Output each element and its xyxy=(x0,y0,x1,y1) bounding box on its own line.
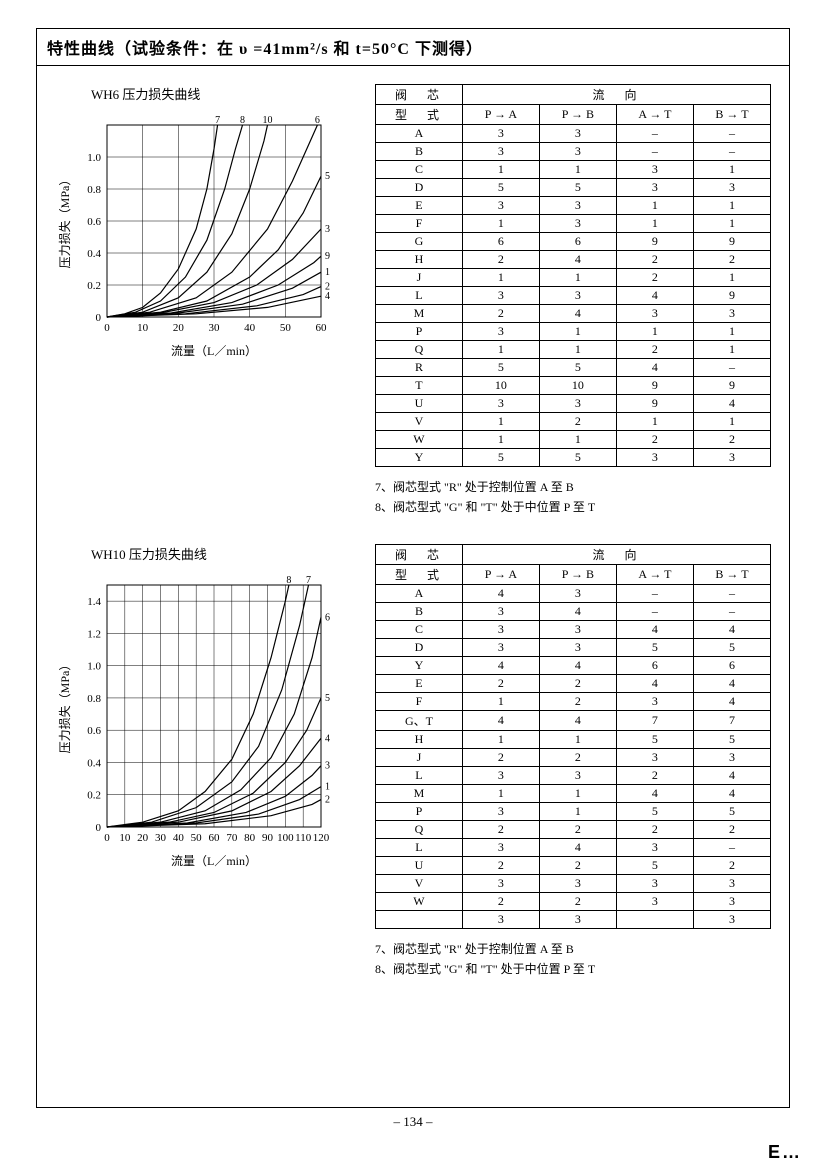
svg-text:流量（L／min）: 流量（L／min） xyxy=(171,344,257,358)
svg-text:5: 5 xyxy=(325,171,330,182)
svg-text:110: 110 xyxy=(295,832,312,844)
svg-text:0.4: 0.4 xyxy=(87,248,101,260)
svg-text:压力损失（MPa）: 压力损失（MPa） xyxy=(57,174,72,269)
svg-text:60: 60 xyxy=(209,832,221,844)
svg-text:4: 4 xyxy=(325,291,330,302)
svg-text:0: 0 xyxy=(104,322,110,334)
svg-text:60: 60 xyxy=(316,322,328,334)
notes-wh6: 7、阀芯型式 "R" 处于控制位置 A 至 B8、阀芯型式 "G" 和 "T" … xyxy=(375,477,771,518)
svg-text:0.8: 0.8 xyxy=(87,693,101,705)
svg-text:8: 8 xyxy=(240,115,245,126)
svg-text:30: 30 xyxy=(209,322,221,334)
svg-text:6: 6 xyxy=(315,115,320,126)
svg-text:40: 40 xyxy=(244,322,256,334)
svg-text:6: 6 xyxy=(325,612,330,623)
svg-text:5: 5 xyxy=(325,693,330,704)
svg-text:压力损失（MPa）: 压力损失（MPa） xyxy=(57,658,72,753)
section-title: 特性曲线（试验条件：在 υ =41mm²/s 和 t=50°C 下测得） xyxy=(37,29,789,66)
chart1-title: WH6 压力损失曲线 xyxy=(91,84,345,103)
svg-text:1: 1 xyxy=(325,267,330,278)
table-wh6: 阀 芯流 向型 式P → AP → BA → TB → TA33––B33––C… xyxy=(375,84,771,467)
chart2-title: WH10 压力损失曲线 xyxy=(91,544,345,563)
svg-text:20: 20 xyxy=(137,832,149,844)
svg-text:流量（L／min）: 流量（L／min） xyxy=(171,854,257,868)
svg-text:40: 40 xyxy=(173,832,185,844)
svg-text:10: 10 xyxy=(119,832,131,844)
svg-text:0.6: 0.6 xyxy=(87,216,101,228)
svg-text:2: 2 xyxy=(325,794,330,805)
svg-text:100: 100 xyxy=(277,832,294,844)
svg-text:0.4: 0.4 xyxy=(87,757,101,769)
notes-wh10: 7、阀芯型式 "R" 处于控制位置 A 至 B8、阀芯型式 "G" 和 "T" … xyxy=(375,939,771,980)
svg-text:3: 3 xyxy=(325,224,330,235)
page-number: – 134 – xyxy=(36,1114,790,1130)
svg-text:7: 7 xyxy=(306,575,311,586)
svg-text:90: 90 xyxy=(262,832,274,844)
svg-text:1.0: 1.0 xyxy=(87,660,101,672)
svg-text:4: 4 xyxy=(325,733,330,744)
svg-text:1.4: 1.4 xyxy=(87,596,101,608)
svg-text:9: 9 xyxy=(325,251,330,262)
svg-text:10: 10 xyxy=(137,322,149,334)
svg-text:10: 10 xyxy=(263,115,273,126)
chart-wh10: 01020304050607080901001101200.20.40.60.8… xyxy=(55,571,345,871)
svg-text:80: 80 xyxy=(244,832,256,844)
svg-text:50: 50 xyxy=(191,832,203,844)
svg-text:50: 50 xyxy=(280,322,292,334)
svg-text:1: 1 xyxy=(325,781,330,792)
svg-text:0.6: 0.6 xyxy=(87,725,101,737)
svg-text:0: 0 xyxy=(96,312,102,324)
svg-text:20: 20 xyxy=(173,322,185,334)
svg-text:3: 3 xyxy=(325,760,330,771)
svg-text:8: 8 xyxy=(286,575,291,586)
svg-text:1.2: 1.2 xyxy=(87,628,101,640)
svg-text:0: 0 xyxy=(96,822,102,834)
svg-text:7: 7 xyxy=(215,115,220,126)
svg-text:0: 0 xyxy=(104,832,110,844)
corner-mark: E… xyxy=(768,1142,802,1163)
table-wh10: 阀 芯流 向型 式P → AP → BA → TB → TA43––B34––C… xyxy=(375,544,771,929)
svg-text:0.2: 0.2 xyxy=(87,280,101,292)
svg-text:0.8: 0.8 xyxy=(87,184,101,196)
svg-text:70: 70 xyxy=(226,832,238,844)
svg-text:30: 30 xyxy=(155,832,167,844)
svg-text:120: 120 xyxy=(313,832,330,844)
chart-wh6: 0 10 20 30 40 50 60 0.2 0.4 0.6 0.8 1.0 0 流量（L／min） 压力… xyxy=(55,111,345,361)
svg-text:0.2: 0.2 xyxy=(87,790,101,802)
svg-text:1.0: 1.0 xyxy=(87,152,101,164)
